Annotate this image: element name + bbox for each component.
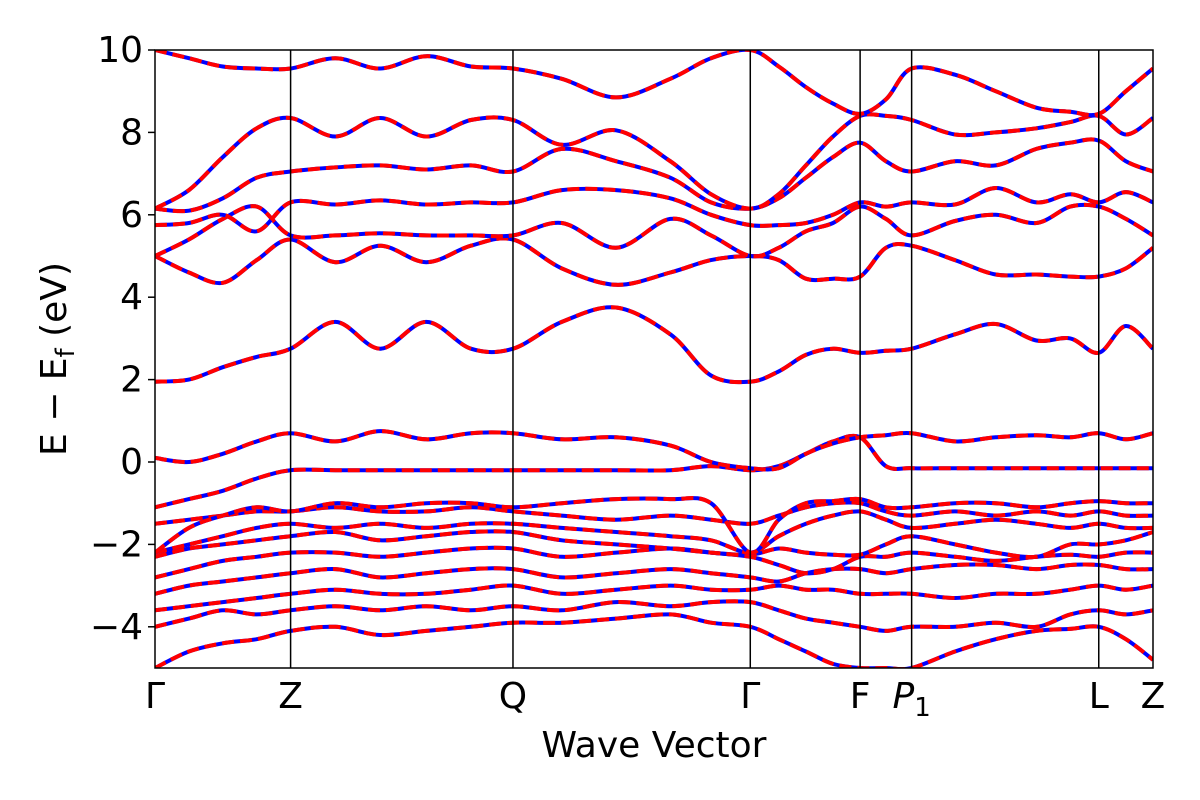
band-7-red-dashed	[155, 509, 1153, 555]
band-2-red-dashed	[155, 599, 1153, 633]
x-axis-ticks: Γ Z Q Γ F P1 L Z	[145, 676, 1165, 723]
x-tick-label-3: Γ	[740, 676, 760, 717]
y-tick-label-5: 6	[120, 195, 143, 236]
band-18-blue-solid	[155, 50, 1153, 118]
y-axis-ticks: −4 −2 0 2 4 6 8 10	[90, 30, 155, 648]
y-tick-label-2: 0	[120, 442, 143, 483]
x-tick-label-5: P1	[893, 676, 931, 723]
band-4-red-dashed	[155, 562, 1153, 596]
y-axis-label-unit: (eV)	[34, 262, 75, 348]
band-6-red-dashed	[155, 529, 1153, 560]
band-1-red-dashed	[155, 612, 1153, 668]
band-3-red-dashed	[155, 583, 1153, 613]
band-12-red-dashed	[155, 305, 1153, 385]
band-lines	[155, 50, 1153, 668]
high-symmetry-lines	[289, 50, 1100, 668]
x-tick-label-6: L	[1089, 676, 1109, 717]
band-16-red-dashed	[155, 137, 1153, 214]
y-tick-label-4: 4	[120, 277, 143, 318]
y-tick-label-0: −4	[90, 607, 143, 648]
x-tick-label-2: Q	[499, 676, 527, 717]
band-14-red-dashed	[155, 202, 1153, 259]
y-tick-label-1: −2	[90, 524, 143, 565]
y-axis-label-sub: f	[51, 347, 81, 357]
x-tick-label-4: F	[850, 676, 871, 717]
band-17-red-dashed	[155, 112, 1153, 211]
plot-frame	[154, 49, 1154, 669]
x-tick-label-0: Γ	[145, 676, 165, 717]
band-13-red-dashed	[155, 236, 1153, 287]
band-15-red-dashed	[155, 185, 1153, 234]
x-tick-label-1: Z	[278, 676, 303, 717]
x-tick-label-7: Z	[1141, 676, 1166, 717]
band-10-red-dashed	[155, 433, 1153, 510]
band-11-red-dashed	[155, 429, 1153, 472]
y-tick-label-6: 8	[120, 112, 143, 153]
band-8-red-dashed	[155, 500, 1153, 526]
x-axis-label: Wave Vector	[542, 725, 767, 766]
band-12-blue-solid	[155, 305, 1153, 385]
y-axis-label: E − Ef (eV)	[34, 262, 81, 456]
y-axis-label-main: E − E	[34, 357, 75, 456]
y-tick-label-7: 10	[97, 30, 143, 71]
band-9-red-dashed	[155, 496, 1153, 555]
band-18-red-dashed	[155, 50, 1153, 118]
y-tick-label-3: 2	[120, 360, 143, 401]
band-4-blue-solid	[155, 562, 1153, 596]
band-14-blue-solid	[155, 202, 1153, 259]
